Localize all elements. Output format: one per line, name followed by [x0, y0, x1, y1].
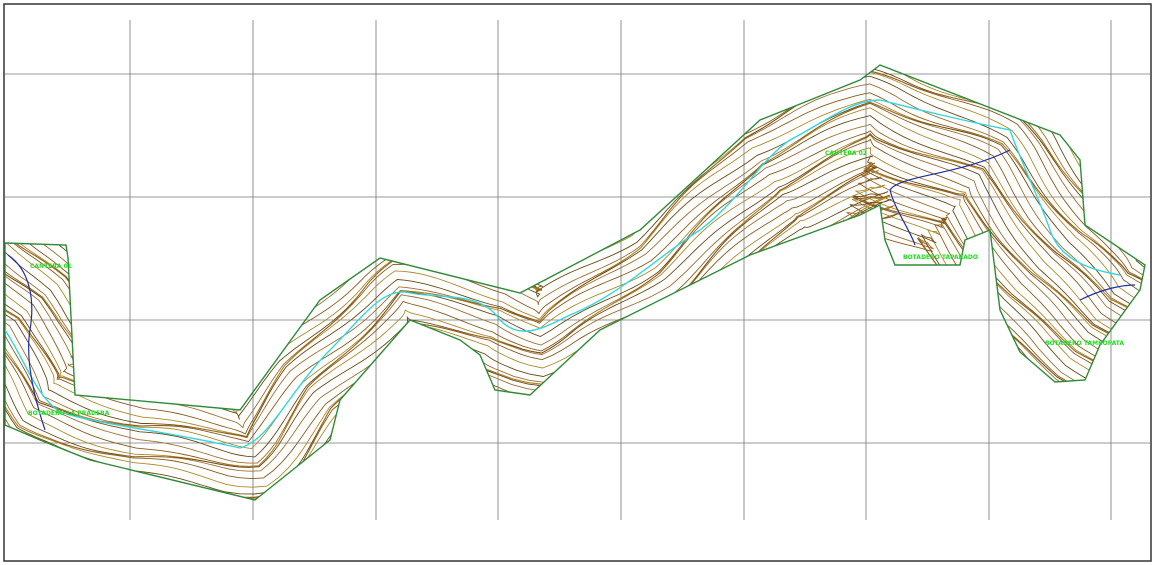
site-label: CANTERA 01: [30, 263, 72, 270]
site-label: BOTADERO TAPARADO: [903, 254, 978, 261]
site-label: BOTADERO LA PRADERA: [28, 410, 110, 417]
site-label: CANTERA 02: [825, 150, 867, 157]
site-label: BOTADERO TAMBOPATA: [1045, 340, 1124, 347]
map-sheet: CANTERA 01 BOTADERO LA PRADERA CANTERA 0…: [0, 0, 1155, 565]
